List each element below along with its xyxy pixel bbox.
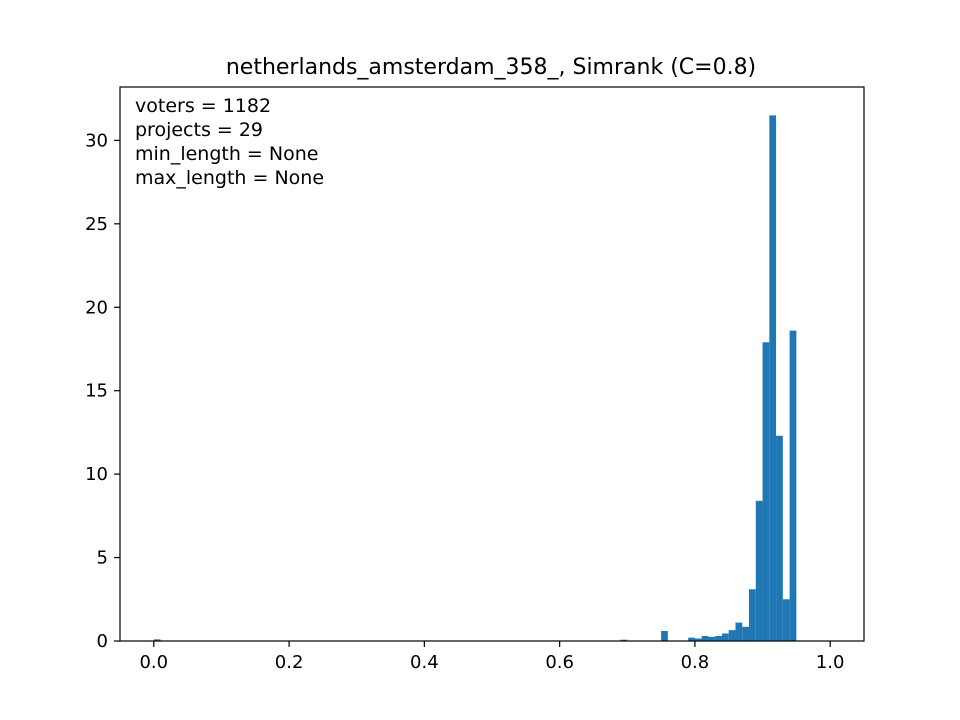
histogram-bar-15: [762, 342, 770, 641]
x-tick-label-0: 0.0: [139, 652, 168, 673]
histogram-bar-3: [661, 630, 668, 641]
histogram-bar-13: [749, 589, 756, 641]
stats-annotation: voters = 1182 projects = 29 min_length =…: [135, 95, 324, 189]
y-tick-label-0: 0: [97, 631, 108, 652]
annotation-max-length: max_length = None: [135, 167, 324, 189]
histogram-bar-17: [776, 435, 783, 641]
histogram-bar-9: [721, 633, 729, 641]
y-tick-label-5: 25: [85, 214, 108, 235]
histogram-bar-6: [701, 635, 709, 641]
x-tick-label-3: 0.6: [545, 652, 574, 673]
annotation-voters: voters = 1182: [135, 95, 271, 117]
histogram-bar-11: [735, 622, 743, 641]
histogram-bar-7: [708, 636, 716, 641]
histogram-bar-5: [694, 638, 702, 641]
x-tick-label-4: 0.8: [681, 652, 710, 673]
y-tick-label-4: 20: [85, 297, 108, 318]
histogram-bar-16: [769, 115, 777, 641]
chart-title: netherlands_amsterdam_358_, Simrank (C=0…: [226, 55, 756, 80]
histogram-bar-14: [755, 500, 763, 641]
histogram-bar-4: [688, 637, 695, 641]
bars-group: [153, 115, 797, 641]
annotation-min-length: min_length = None: [135, 143, 318, 165]
plot-frame: [119, 86, 865, 642]
annotation-projects: projects = 29: [135, 119, 263, 141]
y-tick-label-2: 10: [85, 464, 108, 485]
histogram-bar-18: [782, 599, 790, 641]
x-tick-label-1: 0.2: [275, 652, 304, 673]
y-axis: 0 5 10 15 20 25 30: [85, 130, 120, 652]
histogram-bar-2: [620, 639, 628, 641]
y-tick-label-1: 5: [97, 548, 108, 569]
y-tick-label-3: 15: [85, 381, 108, 402]
histogram-bar-8: [715, 635, 722, 641]
x-axis: 0.0 0.2 0.4 0.6 0.8 1.0: [139, 641, 845, 673]
x-tick-label-5: 1.0: [816, 652, 845, 673]
x-tick-label-2: 0.4: [410, 652, 439, 673]
histogram-bar-0: [153, 639, 161, 641]
histogram-bar-12: [742, 626, 750, 641]
y-tick-label-6: 30: [85, 130, 108, 151]
histogram-bar-10: [728, 630, 736, 641]
histogram-bar-19: [789, 330, 797, 641]
